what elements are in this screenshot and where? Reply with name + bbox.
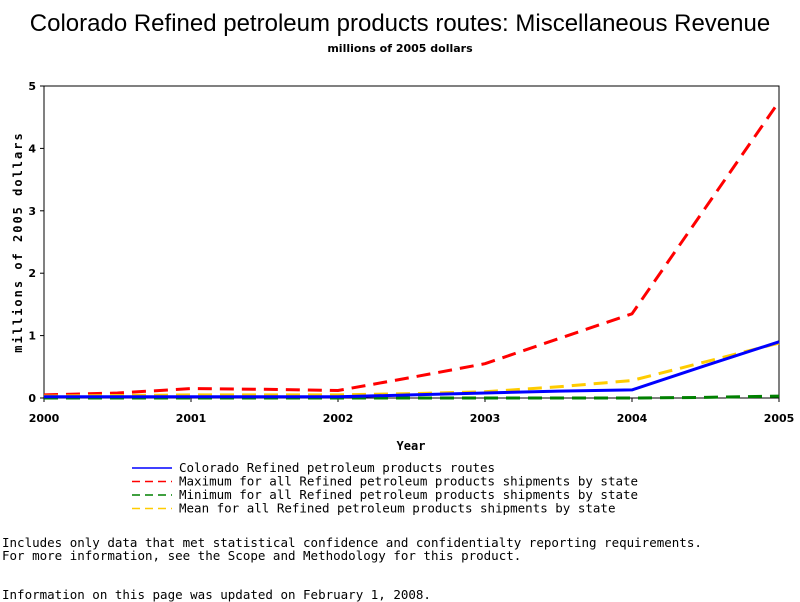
x-tick-label: 2000 [29,412,60,425]
chart-subtitle: millions of 2005 dollars [327,42,473,55]
series-lines [43,100,781,400]
footnote-methodology: For more information, see the Scope and … [2,548,522,563]
y-tick-label: 0 [28,392,36,405]
legend-label: Minimum for all Refined petroleum produc… [179,487,638,502]
x-axis-label: Year [397,439,426,453]
series-line-mean [43,341,780,398]
series-line-colorado [44,340,780,399]
y-tick-label: 2 [28,267,36,280]
footnote-updated: Information on this page was updated on … [2,587,431,602]
series-line-maximum [43,100,781,397]
legend-label: Maximum for all Refined petroleum produc… [179,474,638,489]
chart-title: Colorado Refined petroleum products rout… [30,10,770,37]
footnote-confidence: Includes only data that met statistical … [2,535,702,550]
x-tick-label: 2001 [176,412,207,425]
legend: Colorado Refined petroleum products rout… [132,460,638,516]
y-tick-label: 5 [28,80,36,93]
legend-label: Mean for all Refined petroleum products … [179,501,616,516]
x-tick-label: 2003 [470,412,501,425]
x-tick-label: 2005 [764,412,795,425]
y-tick-label: 1 [28,330,36,343]
y-tick-label: 4 [28,142,36,155]
legend-label: Colorado Refined petroleum products rout… [179,460,495,475]
x-tick-label: 2002 [323,412,354,425]
y-tick-label: 3 [28,205,36,218]
x-tick-label: 2004 [617,412,648,425]
y-axis: 0 1 2 3 4 5 [28,80,44,405]
x-axis: 2000 2001 2002 2003 2004 2005 [29,398,795,425]
plot-frame [43,85,780,399]
y-axis-label: millions of 2005 dollars [11,131,25,352]
